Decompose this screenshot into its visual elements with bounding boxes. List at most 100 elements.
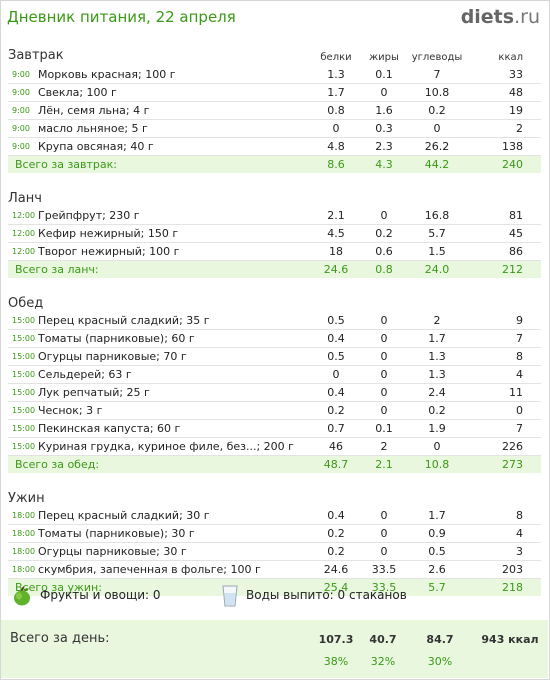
food-fat: 0.2 xyxy=(364,224,405,243)
food-protein: 4.8 xyxy=(308,137,365,156)
food-fat: 0.1 xyxy=(364,66,405,84)
food-name: Куриная грудка, куриное филе, без...; 20… xyxy=(38,437,309,456)
meal-total-protein: 48.7 xyxy=(308,455,365,473)
food-carbs: 1.3 xyxy=(404,347,471,366)
food-row[interactable]: 12:00 Кефир нежирный; 150 г 4.5 0.2 5.7 45 xyxy=(8,224,542,243)
food-time: 15:00 xyxy=(8,383,38,402)
food-fat: 0 xyxy=(364,524,405,543)
food-row[interactable]: 15:00 Чеснок; 3 г 0.2 0 0.2 0 xyxy=(8,401,542,420)
food-protein: 0.4 xyxy=(308,507,365,525)
meal-total-label: Всего за завтрак: xyxy=(8,155,309,173)
food-row[interactable]: 12:00 Творог нежирный; 100 г 18 0.6 1.5 86 xyxy=(8,242,542,261)
food-time: 9:00 xyxy=(8,119,38,138)
food-carbs: 0.2 xyxy=(404,101,471,120)
food-row[interactable]: 15:00 Томаты (парниковые); 60 г 0.4 0 1.7 7 xyxy=(8,329,542,348)
food-kcal: 226 xyxy=(470,437,542,456)
col-header-protein: белки xyxy=(320,52,352,63)
food-row[interactable]: 18:00 скумбрия, запеченная в фольге; 100 … xyxy=(8,560,542,579)
meal-total-carbs: 10.8 xyxy=(404,455,471,473)
food-protein: 18 xyxy=(308,242,365,261)
food-kcal: 11 xyxy=(470,383,542,402)
food-row[interactable]: 18:00 Томаты (парниковые); 30 г 0.2 0 0.9 4 xyxy=(8,524,542,543)
food-row[interactable]: 15:00 Пекинская капуста; 60 г 0.7 0.1 1.9 7 xyxy=(8,419,542,438)
food-fat: 1.6 xyxy=(364,101,405,120)
meal-total-fat: 2.1 xyxy=(364,455,405,473)
food-time: 15:00 xyxy=(8,419,38,438)
food-fat: 0.3 xyxy=(364,119,405,138)
food-row[interactable]: 15:00 Куриная грудка, куриное филе, без..… xyxy=(8,437,542,456)
food-fat: 0 xyxy=(364,347,405,366)
food-row[interactable]: 9:00 Свекла; 100 г 1.7 0 10.8 48 xyxy=(8,83,542,102)
food-row[interactable]: 9:00 Лён, семя льна; 4 г 0.8 1.6 0.2 19 xyxy=(8,101,542,120)
food-protein: 4.5 xyxy=(308,224,365,243)
meal-total-protein: 8.6 xyxy=(308,155,365,173)
food-kcal: 7 xyxy=(470,419,542,438)
day-pct-carbs: 30% xyxy=(427,655,453,668)
meal-total-row: Всего за ланч: 24.6 0.8 24.0 212 xyxy=(8,260,542,278)
food-time: 15:00 xyxy=(8,329,38,348)
food-fat: 0 xyxy=(364,383,405,402)
food-time: 12:00 xyxy=(8,224,38,243)
food-carbs: 1.3 xyxy=(404,365,471,384)
food-name: Чеснок; 3 г xyxy=(38,401,309,420)
meal-header-row: Обед xyxy=(8,292,541,312)
meal-spacer xyxy=(8,173,541,187)
food-row[interactable]: 15:00 Огурцы парниковые; 70 г 0.5 0 1.3 8 xyxy=(8,347,542,366)
food-time: 15:00 xyxy=(8,347,38,366)
food-time: 18:00 xyxy=(8,542,38,561)
food-kcal: 45 xyxy=(470,224,542,243)
food-carbs: 2.4 xyxy=(404,383,471,402)
food-row[interactable]: 15:00 Сельдерей; 63 г 0 0 1.3 4 xyxy=(8,365,542,384)
food-row[interactable]: 15:00 Лук репчатый; 25 г 0.4 0 2.4 11 xyxy=(8,383,542,402)
food-row[interactable]: 12:00 Грейпфрут; 230 г 2.1 0 16.8 81 xyxy=(8,207,542,225)
food-kcal: 3 xyxy=(470,542,542,561)
food-protein: 0.8 xyxy=(308,101,365,120)
food-row[interactable]: 15:00 Перец красный сладкий; 35 г 0.5 0 2 9 xyxy=(8,312,542,330)
food-protein: 0 xyxy=(308,365,365,384)
meal-spacer-cell xyxy=(8,278,541,292)
day-total-panel: Всего за день: 107.3 40.7 84.7 943 ккал … xyxy=(1,620,548,678)
food-time: 9:00 xyxy=(8,101,38,120)
meal-total-fat: 4.3 xyxy=(364,155,405,173)
meal-total-fat: 0.8 xyxy=(364,260,405,278)
col-header-fat: жиры xyxy=(369,52,399,63)
food-time: 15:00 xyxy=(8,312,38,330)
meal-total-kcal: 218 xyxy=(470,578,542,596)
food-carbs: 0 xyxy=(404,437,471,456)
meal-header-row: Завтрак белки жиры углеводы ккал xyxy=(8,44,541,66)
food-protein: 0.5 xyxy=(308,347,365,366)
food-name: Огурцы парниковые; 30 г xyxy=(38,542,309,561)
food-name: Свекла; 100 г xyxy=(38,83,309,102)
meal-total-row: Всего за ужин: 25.4 33.5 5.7 218 xyxy=(8,578,542,596)
food-time: 15:00 xyxy=(8,365,38,384)
food-name: Кефир нежирный; 150 г xyxy=(38,224,309,243)
food-row[interactable]: 18:00 Перец красный сладкий; 30 г 0.4 0 1.7 8 xyxy=(8,507,542,525)
food-row[interactable]: 18:00 Огурцы парниковые; 30 г 0.2 0 0.5 3 xyxy=(8,542,542,561)
meal-title: Ужин xyxy=(8,491,45,506)
food-fat: 0 xyxy=(364,365,405,384)
diary-table: Завтрак белки жиры углеводы ккал 9:00 Морковь … xyxy=(8,44,542,596)
food-row[interactable]: 9:00 Морковь красная; 100 г 1.3 0.1 7 33 xyxy=(8,66,542,84)
meal-total-fat: 33.5 xyxy=(364,578,405,596)
food-fat: 0 xyxy=(364,401,405,420)
food-name: Лён, семя льна; 4 г xyxy=(38,101,309,120)
food-kcal: 86 xyxy=(470,242,542,261)
food-time: 12:00 xyxy=(8,242,38,261)
day-pct-protein: 38% xyxy=(323,655,349,668)
food-time: 9:00 xyxy=(8,66,38,84)
meal-total-protein: 25.4 xyxy=(308,578,365,596)
food-row[interactable]: 9:00 масло льняное; 5 г 0 0.3 0 2 xyxy=(8,119,542,138)
food-fat: 0 xyxy=(364,329,405,348)
extras-bar: Фрукты и овощи: 0 Воды выпито: 0 стакано… xyxy=(12,585,532,611)
meal-total-label: Всего за ланч: xyxy=(8,260,309,278)
fruits-label: Фрукты и овощи: 0 xyxy=(40,588,161,602)
food-carbs: 0 xyxy=(404,119,471,138)
food-row[interactable]: 9:00 Крупа овсяная; 40 г 4.8 2.3 26.2 138 xyxy=(8,137,542,156)
food-kcal: 8 xyxy=(470,507,542,525)
food-kcal: 0 xyxy=(470,401,542,420)
meal-total-kcal: 273 xyxy=(470,455,542,473)
site-logo[interactable]: diets.ru xyxy=(461,6,540,28)
food-name: Творог нежирный; 100 г xyxy=(38,242,309,261)
food-carbs: 2 xyxy=(404,312,471,330)
food-fat: 0 xyxy=(364,542,405,561)
